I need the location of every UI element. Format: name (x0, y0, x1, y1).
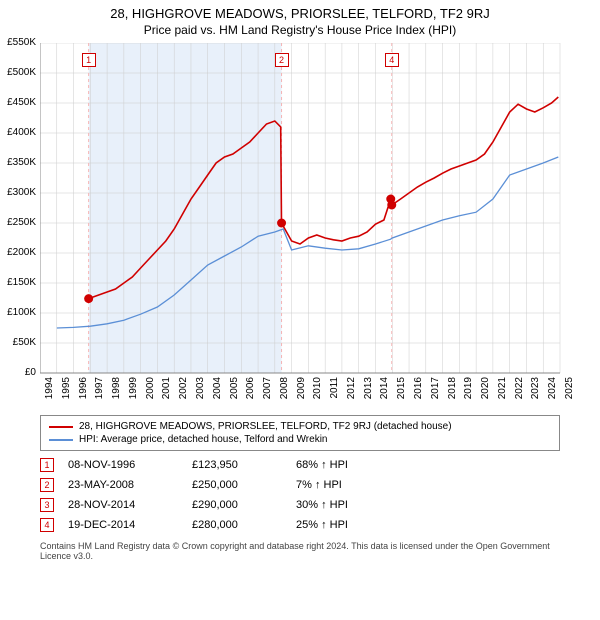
y-axis-tick-label: £500K (0, 67, 36, 78)
y-axis-tick-label: £400K (0, 127, 36, 138)
sale-event-price: £280,000 (192, 519, 282, 531)
sale-event-pct: 7% ↑ HPI (296, 479, 396, 491)
x-axis-tick-label: 2017 (430, 377, 441, 405)
footer-attribution: Contains HM Land Registry data © Crown c… (40, 541, 560, 561)
x-axis-tick-label: 1994 (44, 377, 55, 405)
sale-event-row: 3 28-NOV-2014 £290,000 30% ↑ HPI (40, 495, 560, 515)
chart-plot-wrap: 124 £0£50K£100K£150K£200K£250K£300K£350K… (40, 43, 600, 413)
sale-marker-2: 2 (275, 53, 289, 67)
sale-event-date: 28-NOV-2014 (68, 499, 178, 511)
x-axis-tick-label: 2007 (262, 377, 273, 405)
sale-event-date: 08-NOV-1996 (68, 459, 178, 471)
legend-label: 28, HIGHGROVE MEADOWS, PRIORSLEE, TELFOR… (79, 421, 452, 432)
chart-title-address: 28, HIGHGROVE MEADOWS, PRIORSLEE, TELFOR… (0, 6, 600, 21)
sale-event-marker: 1 (40, 458, 54, 472)
x-axis-tick-label: 2012 (346, 377, 357, 405)
y-axis-tick-label: £350K (0, 157, 36, 168)
x-axis-tick-label: 2021 (497, 377, 508, 405)
chart-container: 28, HIGHGROVE MEADOWS, PRIORSLEE, TELFOR… (0, 0, 600, 620)
x-axis-tick-label: 2006 (245, 377, 256, 405)
legend-label: HPI: Average price, detached house, Telf… (79, 434, 328, 445)
x-axis-tick-label: 2024 (547, 377, 558, 405)
x-axis-tick-label: 2015 (396, 377, 407, 405)
x-axis-tick-label: 2010 (312, 377, 323, 405)
sale-event-date: 23-MAY-2008 (68, 479, 178, 491)
x-axis-tick-label: 2005 (229, 377, 240, 405)
x-axis-tick-label: 2020 (480, 377, 491, 405)
sale-event-row: 2 23-MAY-2008 £250,000 7% ↑ HPI (40, 475, 560, 495)
x-axis-tick-label: 2025 (564, 377, 575, 405)
x-axis-tick-label: 2001 (161, 377, 172, 405)
x-axis-tick-label: 1996 (78, 377, 89, 405)
x-axis-tick-label: 2019 (463, 377, 474, 405)
legend-item: 28, HIGHGROVE MEADOWS, PRIORSLEE, TELFOR… (49, 420, 551, 433)
x-axis-tick-label: 2013 (363, 377, 374, 405)
sale-event-pct: 30% ↑ HPI (296, 499, 396, 511)
y-axis-tick-label: £300K (0, 187, 36, 198)
sale-event-price: £250,000 (192, 479, 282, 491)
y-axis-tick-label: £550K (0, 37, 36, 48)
chart-subtitle: Price paid vs. HM Land Registry's House … (0, 23, 600, 37)
x-axis-tick-label: 2022 (514, 377, 525, 405)
x-axis-tick-label: 1998 (111, 377, 122, 405)
y-axis-tick-label: £100K (0, 307, 36, 318)
sale-event-marker: 4 (40, 518, 54, 532)
x-axis-tick-label: 2014 (379, 377, 390, 405)
sale-event-date: 19-DEC-2014 (68, 519, 178, 531)
x-axis-tick-label: 1997 (94, 377, 105, 405)
y-axis-tick-label: £150K (0, 277, 36, 288)
x-axis-tick-label: 2016 (413, 377, 424, 405)
y-axis-tick-label: £50K (0, 337, 36, 348)
y-axis-tick-label: £250K (0, 217, 36, 228)
sale-event-pct: 68% ↑ HPI (296, 459, 396, 471)
x-axis-tick-label: 2018 (447, 377, 458, 405)
x-axis-tick-label: 2004 (212, 377, 223, 405)
x-axis-tick-label: 2023 (530, 377, 541, 405)
sale-marker-1: 1 (82, 53, 96, 67)
y-axis-tick-label: £450K (0, 97, 36, 108)
x-axis-tick-label: 2009 (296, 377, 307, 405)
x-axis-tick-label: 2011 (329, 377, 340, 405)
sale-event-marker: 2 (40, 478, 54, 492)
y-axis-tick-label: £0 (0, 367, 36, 378)
sale-event-price: £123,950 (192, 459, 282, 471)
sale-event-row: 4 19-DEC-2014 £280,000 25% ↑ HPI (40, 515, 560, 535)
legend-item: HPI: Average price, detached house, Telf… (49, 433, 551, 446)
x-axis-tick-label: 1995 (61, 377, 72, 405)
x-axis-tick-label: 1999 (128, 377, 139, 405)
sale-marker-4: 4 (385, 53, 399, 67)
chart-svg (40, 43, 600, 413)
y-axis-tick-label: £200K (0, 247, 36, 258)
x-axis-tick-label: 2002 (178, 377, 189, 405)
sale-event-row: 1 08-NOV-1996 £123,950 68% ↑ HPI (40, 455, 560, 475)
legend-swatch (49, 426, 73, 428)
x-axis-tick-label: 2008 (279, 377, 290, 405)
sale-events-table: 1 08-NOV-1996 £123,950 68% ↑ HPI 2 23-MAY-200… (40, 455, 560, 535)
x-axis-tick-label: 2000 (145, 377, 156, 405)
legend: 28, HIGHGROVE MEADOWS, PRIORSLEE, TELFOR… (40, 415, 560, 451)
x-axis-tick-label: 2003 (195, 377, 206, 405)
title-area: 28, HIGHGROVE MEADOWS, PRIORSLEE, TELFOR… (0, 0, 600, 39)
legend-swatch (49, 439, 73, 441)
sale-event-marker: 3 (40, 498, 54, 512)
sale-event-price: £290,000 (192, 499, 282, 511)
sale-event-pct: 25% ↑ HPI (296, 519, 396, 531)
